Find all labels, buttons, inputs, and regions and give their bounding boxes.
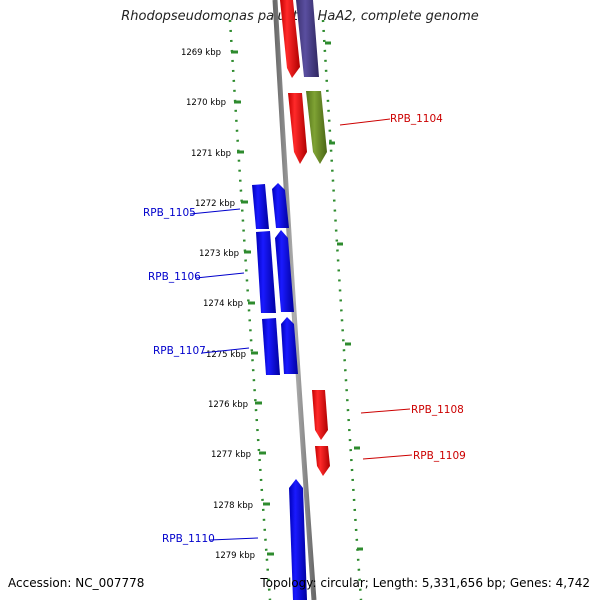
- gene-feature[interactable]: [275, 230, 294, 312]
- gene-feature[interactable]: [256, 231, 276, 313]
- gene-label-rpb-1104[interactable]: RPB_1104: [390, 113, 443, 125]
- tick-label: 1274 kbp: [203, 299, 243, 309]
- tick-label: 1279 kbp: [215, 551, 255, 561]
- leader-line: [362, 454, 413, 460]
- tick-label: 1276 kbp: [208, 400, 248, 410]
- tick-marks: [231, 41, 363, 556]
- genome-summary-text: Topology: circular; Length: 5,331,656 bp…: [260, 576, 590, 590]
- gene-label-rpb-1109[interactable]: RPB_1109: [413, 450, 466, 462]
- accession-text: Accession: NC_007778: [8, 576, 145, 590]
- gene-features: [252, 0, 330, 600]
- gene-feature[interactable]: [272, 183, 289, 228]
- gene-label-rpb-1108[interactable]: RPB_1108: [411, 404, 464, 416]
- gene-feature[interactable]: [288, 93, 307, 164]
- gene-feature[interactable]: [262, 318, 280, 375]
- gene-feature[interactable]: [296, 0, 319, 77]
- leader-line: [189, 208, 241, 215]
- tick-label: 1272 kbp: [195, 199, 235, 209]
- genome-backbone: [272, 0, 317, 600]
- leader-line: [195, 272, 245, 279]
- gene-label-rpb-1106[interactable]: RPB_1106: [148, 271, 201, 283]
- tick-label: 1275 kbp: [206, 350, 246, 360]
- gene-label-rpb-1105[interactable]: RPB_1105: [143, 207, 196, 219]
- gene-feature[interactable]: [306, 91, 327, 164]
- gene-feature[interactable]: [281, 317, 298, 374]
- gene-label-rpb-1107[interactable]: RPB_1107: [153, 345, 206, 357]
- leader-line: [360, 408, 411, 414]
- gene-feature[interactable]: [315, 446, 330, 476]
- gene-label-rpb-1110[interactable]: RPB_1110: [162, 533, 215, 545]
- tick-label: 1271 kbp: [191, 149, 231, 159]
- tick-label: 1273 kbp: [199, 249, 239, 259]
- leader-line: [339, 118, 391, 126]
- dotted-guide-right: [321, 19, 363, 600]
- gene-feature[interactable]: [280, 0, 300, 78]
- tick-label: 1277 kbp: [211, 450, 251, 460]
- tick-label: 1269 kbp: [181, 48, 221, 58]
- gene-feature[interactable]: [312, 390, 328, 440]
- leader-line: [201, 347, 250, 354]
- gene-feature[interactable]: [289, 479, 307, 600]
- tick-label: 1278 kbp: [213, 501, 253, 511]
- leader-line: [209, 537, 259, 541]
- label-leaders: [189, 118, 413, 541]
- tick-label: 1270 kbp: [186, 98, 226, 108]
- gene-feature[interactable]: [252, 184, 269, 229]
